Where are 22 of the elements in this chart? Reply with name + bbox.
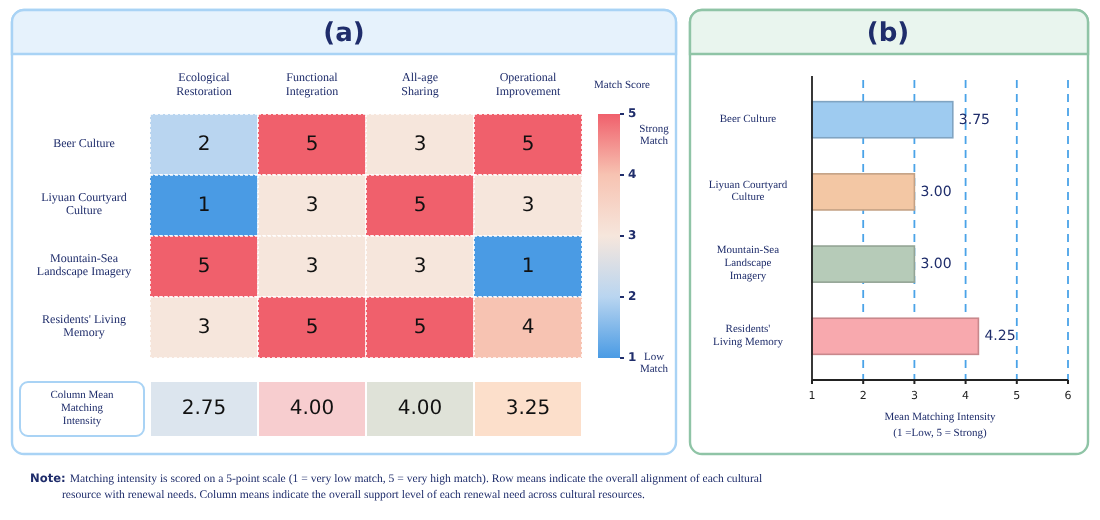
data-label: 1 (521, 255, 535, 278)
data-label: 3.25 (505, 398, 551, 421)
data-label: 5 (413, 316, 427, 339)
data-label: 5 (197, 255, 211, 278)
data-label: 2.75 (181, 398, 227, 421)
data-label: 3 (413, 255, 427, 278)
data-label: 5 (305, 133, 319, 156)
data-label: 2 (197, 133, 211, 156)
data-label: 4 (521, 316, 535, 339)
data-label: 4.00 (397, 398, 443, 421)
data-label: 3 (197, 316, 211, 339)
data-label: 5 (413, 194, 427, 217)
data-label: 4.00 (289, 398, 335, 421)
chart-title: (a) (323, 19, 365, 50)
data-label: 3 (413, 133, 427, 156)
data-label: 3 (305, 194, 319, 217)
chart-title: (b) (866, 19, 910, 50)
data-label: 5 (521, 133, 535, 156)
data-label: 1 (197, 194, 211, 217)
data-label: 3 (521, 194, 535, 217)
data-label: 3 (305, 255, 319, 278)
data-label: 5 (305, 316, 319, 339)
